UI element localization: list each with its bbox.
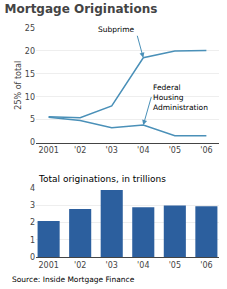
svg-text:0: 0 (30, 138, 35, 147)
svg-text:15: 15 (25, 70, 35, 79)
svg-text:'02: '02 (74, 146, 86, 155)
svg-text:10: 10 (25, 93, 35, 102)
svg-text:2001: 2001 (38, 261, 58, 270)
svg-text:1: 1 (30, 236, 35, 245)
svg-text:5: 5 (30, 115, 35, 124)
svg-text:'03: '03 (106, 146, 118, 155)
svg-text:FederalHousingAdministration: FederalHousingAdministration (153, 83, 208, 112)
svg-text:4: 4 (30, 184, 35, 193)
svg-text:'05: '05 (169, 261, 181, 270)
svg-text:'02: '02 (74, 261, 86, 270)
svg-text:'03: '03 (106, 261, 118, 270)
svg-text:'06: '06 (200, 146, 212, 155)
svg-text:0: 0 (30, 253, 35, 262)
svg-text:20: 20 (25, 47, 35, 56)
svg-text:'05: '05 (169, 146, 181, 155)
svg-text:25% of total: 25% of total (14, 61, 23, 110)
svg-text:2: 2 (30, 218, 35, 227)
svg-text:Mortgage Originations: Mortgage Originations (5, 2, 158, 16)
svg-text:'04: '04 (137, 261, 149, 270)
svg-text:Total originations, in trillio: Total originations, in trillions (38, 174, 166, 184)
svg-text:25: 25 (25, 24, 35, 33)
svg-text:'04: '04 (137, 146, 149, 155)
svg-text:2001: 2001 (38, 146, 58, 155)
svg-text:Source: Inside Mortgage Financ: Source: Inside Mortgage Finance (12, 275, 135, 284)
svg-text:'06: '06 (200, 261, 212, 270)
svg-text:Subprime: Subprime (98, 25, 135, 34)
svg-text:3: 3 (30, 201, 35, 210)
